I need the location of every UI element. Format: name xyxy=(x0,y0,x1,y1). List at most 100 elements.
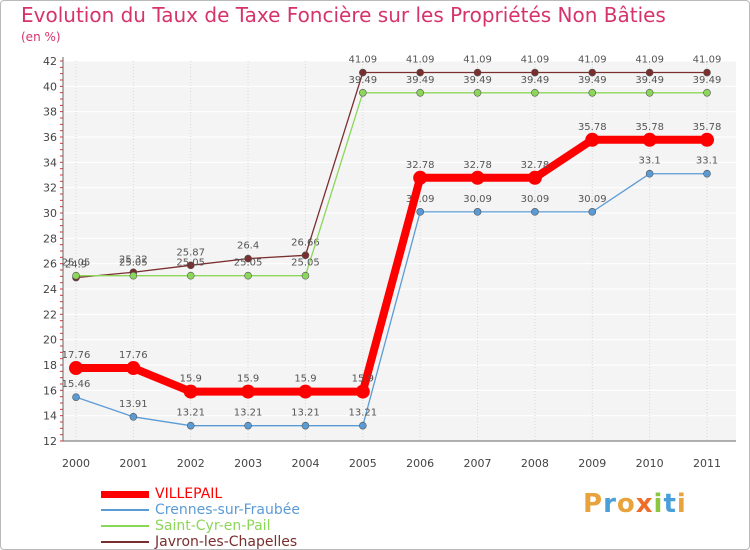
x-tick-label: 2004 xyxy=(291,457,319,470)
legend-swatch xyxy=(101,490,149,498)
y-tick-label: 26 xyxy=(43,258,57,271)
logo-letter: x xyxy=(635,489,654,519)
chart-title: Evolution du Taux de Taxe Foncière sur l… xyxy=(21,3,666,27)
data-label-javron-les-chapelles: 41.09 xyxy=(521,55,550,66)
data-point-villepail xyxy=(700,132,714,147)
data-point-crennes-sur-fraubee xyxy=(588,208,597,216)
data-point-villepail xyxy=(183,384,198,399)
data-label-villepail: 35.78 xyxy=(578,122,607,133)
data-point-javron-les-chapelles xyxy=(186,261,195,270)
data-point-saint-cyr-en-pail xyxy=(186,271,195,280)
legend-item: Crennes-sur-Fraubée xyxy=(101,502,300,518)
data-label-villepail: 32.78 xyxy=(463,160,492,171)
data-point-villepail xyxy=(470,170,485,185)
y-tick-label: 38 xyxy=(43,106,57,119)
data-label-saint-cyr-en-pail: 25.05 xyxy=(119,258,148,269)
data-point-crennes-sur-fraubee xyxy=(186,421,195,430)
data-point-villepail xyxy=(241,384,256,399)
data-point-saint-cyr-en-pail xyxy=(244,271,252,280)
data-label-javron-les-chapelles: 41.09 xyxy=(578,55,607,66)
x-tick-label: 2008 xyxy=(521,457,549,470)
data-label-villepail: 15.9 xyxy=(294,374,316,385)
data-point-crennes-sur-fraubee xyxy=(531,208,539,216)
y-tick-label: 22 xyxy=(43,308,57,321)
data-label-javron-les-chapelles: 26.4 xyxy=(237,241,259,252)
legend-swatch xyxy=(101,525,149,527)
data-label-crennes-sur-fraubee: 13.21 xyxy=(291,408,320,419)
data-point-saint-cyr-en-pail xyxy=(416,88,424,97)
data-point-crennes-sur-fraubee xyxy=(72,393,80,401)
data-label-crennes-sur-fraubee: 30.09 xyxy=(521,194,550,205)
data-label-villepail: 17.76 xyxy=(119,350,148,361)
proxiti-logo: Proxiti xyxy=(583,489,687,519)
data-label-villepail: 35.78 xyxy=(635,122,664,133)
data-point-javron-les-chapelles xyxy=(301,251,310,260)
data-point-saint-cyr-en-pail xyxy=(703,88,711,97)
data-label-javron-les-chapelles: 26.66 xyxy=(291,237,320,248)
unit-label: (en %) xyxy=(21,30,61,44)
data-point-javron-les-chapelles xyxy=(588,68,597,77)
data-point-saint-cyr-en-pail xyxy=(473,88,482,97)
y-tick-label: 40 xyxy=(43,80,57,93)
data-point-saint-cyr-en-pail xyxy=(129,271,138,280)
data-point-crennes-sur-fraubee xyxy=(244,421,252,430)
y-tick-label: 30 xyxy=(43,207,57,220)
data-point-javron-les-chapelles xyxy=(416,68,424,77)
data-label-javron-les-chapelles: 41.09 xyxy=(348,55,377,66)
y-tick-label: 12 xyxy=(43,435,57,448)
y-tick-label: 16 xyxy=(43,384,57,397)
series-line-crennes-sur-fraubee xyxy=(75,173,708,427)
legend-label: VILLEPAIL xyxy=(155,486,223,502)
data-point-saint-cyr-en-pail xyxy=(359,88,367,97)
data-point-saint-cyr-en-pail xyxy=(645,88,654,97)
x-tick-label: 2010 xyxy=(636,457,664,470)
data-label-saint-cyr-en-pail: 25.05 xyxy=(62,258,91,269)
data-label-saint-cyr-en-pail: 25.05 xyxy=(176,258,205,269)
series-line-villepail xyxy=(72,135,711,396)
data-label-crennes-sur-fraubee: 15.46 xyxy=(62,379,91,390)
data-point-saint-cyr-en-pail xyxy=(72,271,80,280)
data-label-crennes-sur-fraubee: 30.09 xyxy=(463,194,492,205)
data-label-saint-cyr-en-pail: 25.05 xyxy=(234,258,263,269)
data-label-saint-cyr-en-pail: 39.49 xyxy=(693,75,722,86)
y-tick-label: 32 xyxy=(43,182,57,195)
data-point-javron-les-chapelles xyxy=(645,68,654,77)
data-label-javron-les-chapelles: 41.09 xyxy=(635,55,664,66)
data-label-javron-les-chapelles: 24.9 xyxy=(65,260,87,271)
data-point-javron-les-chapelles xyxy=(531,68,539,77)
x-tick-label: 2009 xyxy=(578,457,606,470)
y-tick-label: 28 xyxy=(43,232,57,245)
data-point-villepail xyxy=(298,384,313,399)
legend-item: Javron-les-Chapelles xyxy=(101,534,300,549)
legend-swatch xyxy=(101,509,149,511)
data-point-crennes-sur-fraubee xyxy=(359,421,367,430)
y-tick-label: 14 xyxy=(43,410,57,423)
legend-label: Crennes-sur-Fraubée xyxy=(155,502,300,518)
data-label-crennes-sur-fraubee: 33.1 xyxy=(639,156,661,167)
data-label-crennes-sur-fraubee: 13.91 xyxy=(119,399,148,410)
x-tick-label: 2005 xyxy=(349,457,377,470)
y-tick-label: 34 xyxy=(43,156,57,169)
logo-letter: i xyxy=(653,489,664,519)
data-point-crennes-sur-fraubee xyxy=(703,169,711,178)
logo-letter: r xyxy=(603,489,617,519)
data-point-crennes-sur-fraubee xyxy=(645,169,654,178)
data-label-villepail: 15.9 xyxy=(352,374,374,385)
data-point-saint-cyr-en-pail xyxy=(301,271,310,280)
y-tick-label: 20 xyxy=(43,334,57,347)
legend-swatch xyxy=(101,541,149,543)
data-label-saint-cyr-en-pail: 39.49 xyxy=(578,75,607,86)
data-label-javron-les-chapelles: 25.87 xyxy=(176,247,205,258)
data-label-saint-cyr-en-pail: 39.49 xyxy=(406,75,435,86)
data-label-saint-cyr-en-pail: 39.49 xyxy=(463,75,492,86)
data-label-villepail: 15.9 xyxy=(180,374,202,385)
data-label-crennes-sur-fraubee: 13.21 xyxy=(176,408,205,419)
y-tick-label: 42 xyxy=(43,55,57,68)
data-point-villepail xyxy=(585,132,600,147)
data-point-crennes-sur-fraubee xyxy=(301,421,310,430)
x-tick-label: 2006 xyxy=(406,457,434,470)
x-tick-label: 2003 xyxy=(234,457,262,470)
legend-label: Saint-Cyr-en-Pail xyxy=(155,518,271,534)
logo-letter: t xyxy=(663,489,677,519)
